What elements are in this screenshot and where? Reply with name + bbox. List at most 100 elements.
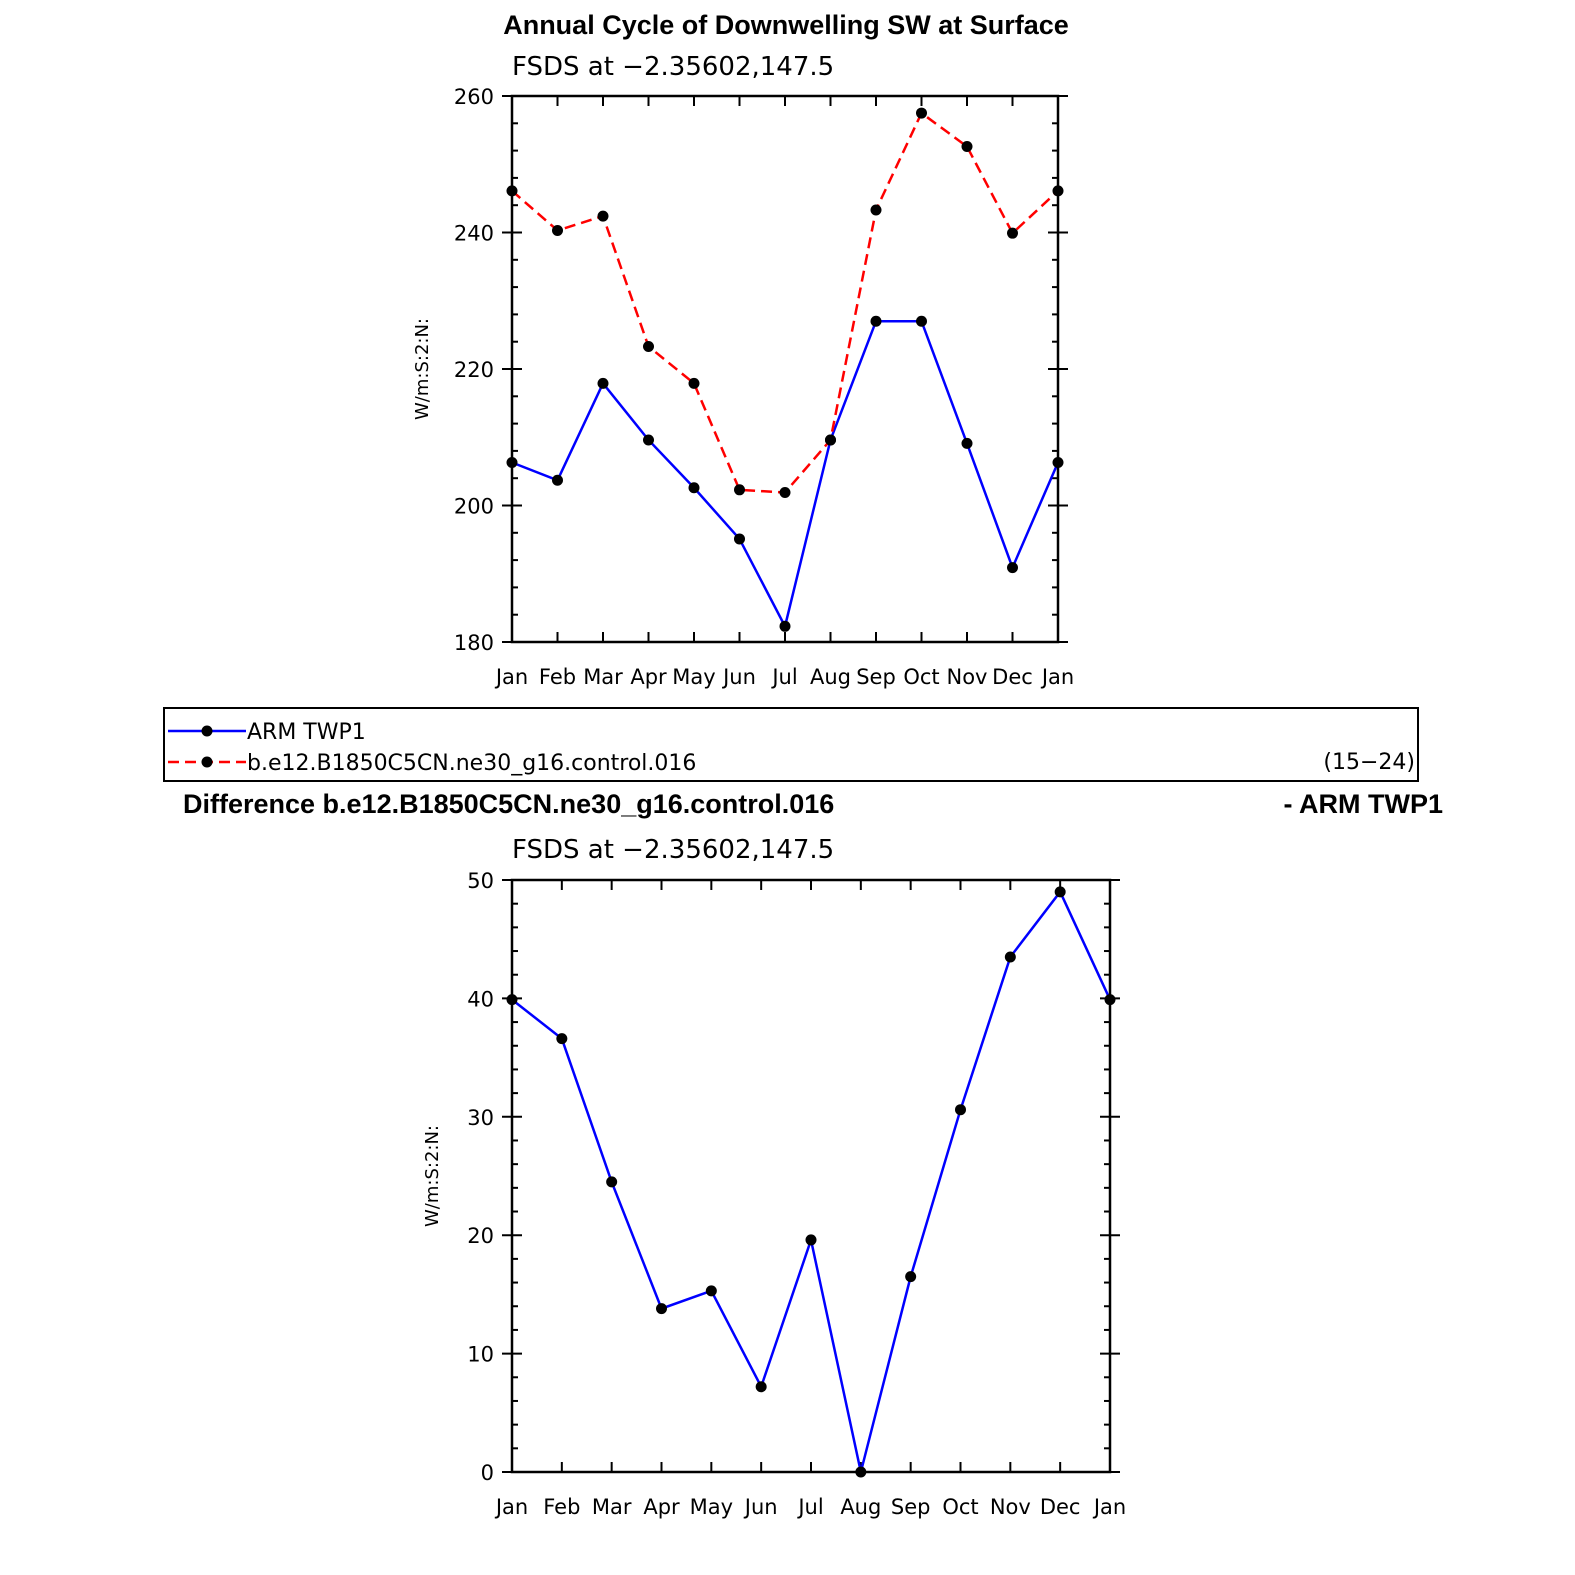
y-tick-label: 180 (454, 631, 494, 655)
x-tick-label: Dec (992, 665, 1033, 689)
series-1-point (597, 210, 609, 222)
series-0-point (734, 533, 745, 545)
legend-label-0: ARM TWP1 (247, 720, 366, 745)
series-0-point (1054, 886, 1066, 898)
series-line-0 (511, 319, 1060, 630)
x-tick-label: Jun (721, 665, 756, 689)
series-1-point (1052, 185, 1064, 197)
legend-entries: ARM TWP1 b.e12.B1850C5CN.ne30_g16.control… (168, 720, 696, 776)
top-chart-title: Annual Cycle of Downwelling SW at Surfac… (503, 10, 1069, 40)
y-tick-label: 10 (467, 1343, 494, 1367)
series-1-point (870, 204, 882, 216)
series-0-point (1007, 562, 1018, 574)
legend-box (163, 707, 1419, 782)
series-1-point (506, 185, 518, 197)
series-0-point (1052, 457, 1064, 469)
series-1-point (779, 487, 791, 499)
series-0-point (870, 315, 882, 327)
legend: ARM TWP1 b.e12.B1850C5CN.ne30_g16.control… (163, 707, 1419, 782)
x-tick-label: Aug (810, 665, 851, 689)
series-1-point (825, 434, 836, 446)
x-tick-label: Oct (903, 665, 939, 689)
x-tick-label: May (690, 1495, 733, 1519)
series-0-point (1004, 951, 1016, 963)
series-0-point (905, 1271, 917, 1283)
bottom-chart-plot-frame (510, 878, 1112, 1474)
x-tick-label: Jan (1040, 665, 1074, 689)
series-1-point (1007, 227, 1018, 239)
bottom-chart-title-right: - ARM TWP1 (1284, 789, 1443, 819)
top-chart: Annual Cycle of Downwelling SW at Surfac… (412, 10, 1074, 689)
series-0-point (506, 994, 518, 1006)
x-tick-label: Sep (891, 1495, 931, 1519)
x-tick-label: Jul (770, 665, 797, 689)
x-tick-label: Apr (643, 1495, 680, 1519)
series-0-point (1104, 994, 1116, 1006)
x-tick-label: Apr (630, 665, 667, 689)
y-tick-label: 200 (454, 495, 494, 519)
bottom-chart-y-axis-label: W/m:S:2:N: (422, 1125, 443, 1227)
series-0-point (916, 315, 927, 327)
x-tick-label: May (672, 665, 715, 689)
x-tick-label: Feb (539, 665, 576, 689)
series-0-point (779, 620, 791, 632)
top-chart-subtitle: FSDS at −2.35602,147.5 (512, 52, 834, 82)
x-tick-label: Dec (1040, 1495, 1081, 1519)
series-0-point (643, 434, 654, 446)
y-tick-label: 220 (454, 358, 494, 382)
y-tick-label: 240 (454, 222, 494, 246)
bottom-chart-title: Difference b.e12.B1850C5CN.ne30_g16.cont… (183, 789, 834, 819)
legend-marker-1 (201, 756, 213, 768)
series-0-point (506, 457, 518, 469)
top-chart-plot-frame (510, 94, 1060, 644)
bottom-chart-subtitle: FSDS at −2.35602,147.5 (512, 835, 834, 865)
x-tick-label: Jul (796, 1495, 823, 1519)
y-tick-label: 30 (467, 1106, 494, 1130)
legend-years: (15−24) (1323, 750, 1415, 775)
series-0-point (755, 1381, 767, 1393)
series-line-1 (511, 111, 1059, 494)
series-0-point (606, 1176, 618, 1188)
x-tick-label: Aug (840, 1495, 881, 1519)
series-0-point (855, 1466, 867, 1478)
series-0-point (688, 482, 700, 494)
series-0-point (656, 1303, 667, 1315)
x-tick-label: Mar (592, 1495, 632, 1519)
series-1-point (552, 224, 563, 236)
x-tick-label: Nov (947, 665, 988, 689)
x-tick-label: Jan (494, 665, 528, 689)
series-0-point (597, 377, 609, 389)
series-1-point (734, 484, 745, 496)
series-0-point (961, 437, 973, 449)
series-0-point (556, 1033, 568, 1045)
series-0-point (955, 1104, 966, 1116)
legend-label-1: b.e12.B1850C5CN.ne30_g16.control.016 (247, 751, 696, 776)
y-tick-label: 40 (467, 987, 494, 1011)
y-tick-label: 50 (467, 869, 494, 893)
series-0-point (805, 1234, 817, 1246)
series-line-0 (511, 889, 1112, 1473)
y-tick-label: 0 (481, 1461, 494, 1485)
x-tick-label: Feb (543, 1495, 580, 1519)
series-1-point (916, 107, 927, 119)
series-1-point (688, 377, 700, 389)
y-tick-label: 260 (454, 85, 494, 109)
top-chart-series (506, 107, 1064, 632)
x-tick-label: Jan (494, 1495, 528, 1519)
series-1-point (961, 141, 973, 153)
x-tick-label: Jun (743, 1495, 778, 1519)
legend-marker-0 (201, 725, 213, 737)
x-tick-label: Nov (990, 1495, 1031, 1519)
y-tick-label: 20 (467, 1224, 494, 1248)
top-chart-y-axis-label: W/m:S:2:N: (412, 318, 433, 420)
top-chart-ticks: Jan Feb Mar Apr May Jun Jul Aug Sep Oct Nov Dec Jan1… (454, 85, 1074, 689)
bottom-chart-ticks: Jan Feb Mar Apr May Jun Jul Aug Sep Oct Nov Dec Jan0… (467, 869, 1126, 1519)
bottom-chart: Difference b.e12.B1850C5CN.ne30_g16.cont… (183, 789, 1443, 1519)
x-tick-label: Sep (856, 665, 896, 689)
bottom-chart-series (506, 886, 1116, 1478)
series-1-point (643, 340, 654, 352)
x-tick-label: Mar (583, 665, 623, 689)
x-tick-label: Jan (1092, 1495, 1126, 1519)
series-0-point (705, 1285, 717, 1297)
